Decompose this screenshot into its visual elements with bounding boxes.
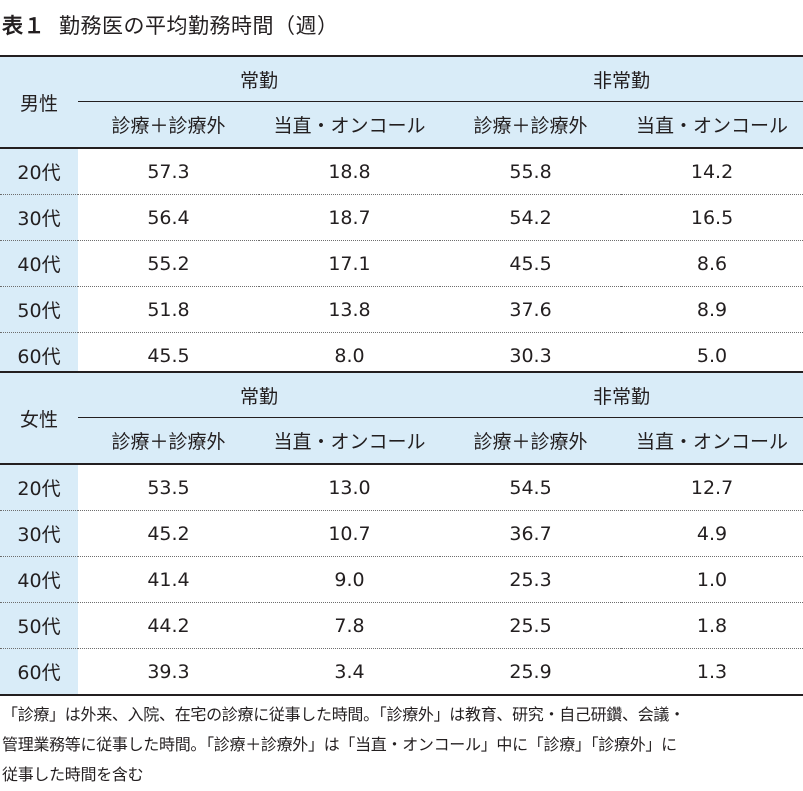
table-cell: 25.9 bbox=[440, 648, 622, 695]
age-label: 60代 bbox=[0, 648, 78, 695]
table-cell: 3.4 bbox=[259, 648, 441, 695]
group-header-parttime: 非常勤 bbox=[440, 372, 803, 418]
table-footnote: 「診療」は外来、入院、在宅の診療に従事した時間。「診療外」は教育、研究・自己研鑽… bbox=[2, 700, 802, 790]
age-label: 30代 bbox=[0, 194, 78, 241]
table-cell: 37.6 bbox=[440, 286, 622, 333]
footnote-line: 従事した時間を含む bbox=[2, 765, 144, 784]
table-cell: 18.7 bbox=[259, 194, 441, 241]
table-cell: 45.5 bbox=[440, 240, 622, 287]
table-cell: 1.0 bbox=[621, 556, 803, 603]
gender-header: 女性 bbox=[0, 372, 78, 465]
table-cell: 18.8 bbox=[328, 160, 371, 183]
table-cell: 10.7 bbox=[259, 510, 441, 557]
table-row: 50代 51.8 13.8 37.6 8.9 bbox=[0, 286, 803, 333]
table-cell: 1.3 bbox=[621, 648, 803, 695]
table-cell: 51.8 bbox=[78, 286, 259, 333]
table-cell: 17.1 bbox=[259, 240, 441, 287]
column-header: 当直・オンコール bbox=[259, 417, 441, 465]
table-cell: 16.5 bbox=[621, 194, 803, 241]
table-cell: 53.5 bbox=[147, 476, 190, 499]
table-cell: 44.2 bbox=[78, 602, 259, 649]
table-cell: 8.9 bbox=[621, 286, 803, 333]
table-cell: 12.7 bbox=[690, 476, 734, 499]
table-cell: 4.9 bbox=[621, 510, 803, 557]
footnote-line: 「診療」は外来、入院、在宅の診療に従事した時間。「診療外」は教育、研究・自己研鑽… bbox=[2, 705, 685, 724]
table-cell: 9.0 bbox=[259, 556, 441, 603]
table-row: 30代 56.4 18.7 54.2 16.5 bbox=[0, 194, 803, 241]
column-header: 診療＋診療外 bbox=[78, 101, 259, 149]
table-row: 20代 57.3 18.8 55.8 14.2 bbox=[0, 148, 803, 195]
table-cell: 45.2 bbox=[78, 510, 259, 557]
column-header: 診療＋診療外 bbox=[440, 417, 622, 465]
group-header-parttime: 非常勤 bbox=[440, 56, 803, 102]
table-cell: 41.4 bbox=[78, 556, 259, 603]
column-header: 診療＋診療外 bbox=[78, 417, 259, 465]
group-header-fulltime: 常勤 bbox=[78, 56, 441, 102]
table-cell: 13.0 bbox=[328, 476, 371, 499]
table-cell: 25.5 bbox=[440, 602, 622, 649]
age-label: 50代 bbox=[0, 286, 78, 333]
table-cell: 54.2 bbox=[440, 194, 622, 241]
age-label: 30代 bbox=[0, 510, 78, 557]
footnote-line: 管理業務等に従事した時間。「診療＋診療外」は「当直・オンコール」中に「診療」「診… bbox=[2, 735, 677, 754]
table-row: 30代 45.2 10.7 36.7 4.9 bbox=[0, 510, 803, 557]
female-table: 女性 常勤 非常勤 診療＋診療外 当直・オンコール 診療＋診療外 当直・オンコー… bbox=[0, 371, 803, 696]
table-cell: 1.8 bbox=[621, 602, 803, 649]
age-label: 50代 bbox=[0, 602, 78, 649]
table-cell: 57.3 bbox=[147, 160, 190, 183]
age-label: 20代 bbox=[0, 148, 78, 195]
male-table: 男性 常勤 非常勤 診療＋診療外 当直・オンコール 診療＋診療外 当直・オンコー… bbox=[0, 55, 803, 380]
table-row: 20代 53.5 13.0 54.5 12.7 bbox=[0, 464, 803, 511]
group-header-fulltime: 常勤 bbox=[78, 372, 441, 418]
table-cell: 36.7 bbox=[440, 510, 622, 557]
table-cell: 8.6 bbox=[621, 240, 803, 287]
table-cell: 7.8 bbox=[259, 602, 441, 649]
table-cell: 56.4 bbox=[78, 194, 259, 241]
column-header: 当直・オンコール bbox=[259, 101, 441, 149]
table-cell: 54.5 bbox=[509, 476, 552, 499]
table-title-text: 勤務医の平均勤務時間（週） bbox=[59, 14, 339, 38]
table-cell: 39.3 bbox=[78, 648, 259, 695]
table-cell: 55.2 bbox=[78, 240, 259, 287]
table-cell: 13.8 bbox=[259, 286, 441, 333]
age-label: 20代 bbox=[0, 464, 78, 511]
table-cell: 55.8 bbox=[509, 160, 552, 183]
table-row: 60代 39.3 3.4 25.9 1.3 bbox=[0, 648, 803, 695]
column-header: 当直・オンコール bbox=[621, 417, 803, 465]
age-label: 40代 bbox=[0, 240, 78, 287]
table-row: 40代 55.2 17.1 45.5 8.6 bbox=[0, 240, 803, 287]
column-header: 当直・オンコール bbox=[621, 101, 803, 149]
table-title: 表１ 勤務医の平均勤務時間（週） bbox=[2, 6, 339, 46]
column-header: 診療＋診療外 bbox=[440, 101, 622, 149]
table-row: 40代 41.4 9.0 25.3 1.0 bbox=[0, 556, 803, 603]
age-label: 40代 bbox=[0, 556, 78, 603]
table-cell: 25.3 bbox=[440, 556, 622, 603]
gender-header: 男性 bbox=[0, 56, 78, 149]
table-cell: 14.2 bbox=[690, 160, 734, 183]
table-number: 表１ bbox=[2, 13, 45, 38]
table-row: 50代 44.2 7.8 25.5 1.8 bbox=[0, 602, 803, 649]
